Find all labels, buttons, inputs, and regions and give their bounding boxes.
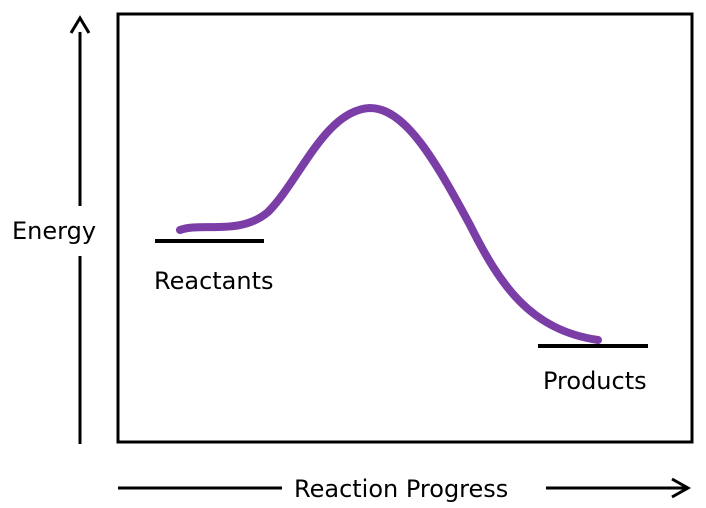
y-axis-label: Energy	[12, 217, 96, 245]
x-axis-label: Reaction Progress	[294, 475, 508, 503]
reactants-label: Reactants	[154, 267, 274, 295]
y-axis-arrowhead	[69, 15, 91, 34]
plot-frame	[116, 12, 694, 444]
energy-curve	[176, 104, 602, 344]
x-axis-arrowhead	[671, 477, 692, 499]
products-label: Products	[543, 367, 647, 395]
